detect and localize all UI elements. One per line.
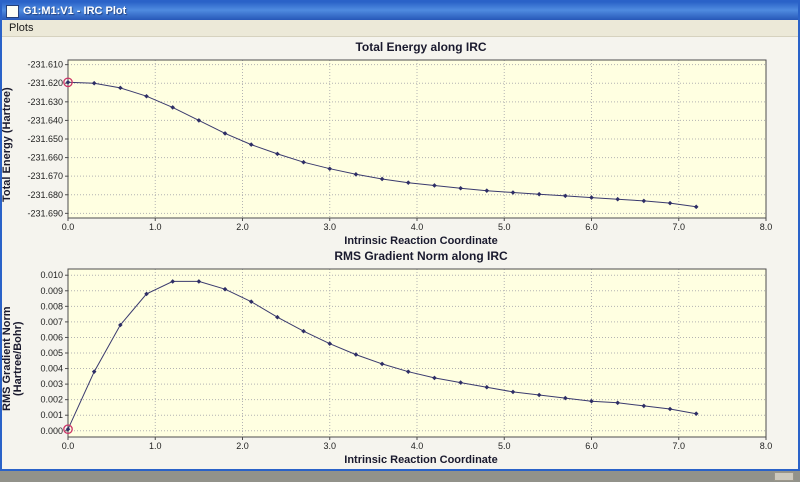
gradient-y-axis-label: RMS Gradient Norm (Hartree/Bohr): [1, 264, 26, 454]
svg-text:-231.670: -231.670: [27, 171, 63, 181]
svg-text:0.008: 0.008: [40, 301, 63, 311]
svg-text:8.0: 8.0: [760, 222, 773, 232]
svg-text:6.0: 6.0: [585, 222, 598, 232]
svg-text:0.007: 0.007: [40, 317, 63, 327]
svg-text:-231.650: -231.650: [27, 134, 63, 144]
gradient-chart-panel: RMS Gradient Norm along IRC RMS Gradient…: [1, 248, 798, 467]
menu-plots[interactable]: Plots: [9, 22, 34, 34]
gradient-plot-svg: 0.0 1.0 2.0 3.0 4.0 5.0 6.0 7.0 8.0 0.000 0.001 0.0…: [40, 268, 773, 451]
svg-text:4.0: 4.0: [411, 441, 424, 451]
svg-text:-231.620: -231.620: [27, 78, 63, 88]
svg-text:0.004: 0.004: [40, 364, 63, 374]
svg-text:8.0: 8.0: [760, 441, 773, 451]
energy-y-axis-label-text: Total Energy (Hartree): [1, 87, 13, 203]
svg-text:7.0: 7.0: [672, 441, 685, 451]
svg-text:6.0: 6.0: [585, 441, 598, 451]
energy-x-axis-label: Intrinsic Reaction Coordinate: [344, 235, 498, 247]
svg-text:2.0: 2.0: [236, 222, 249, 232]
app-window: G1:M1:V1 - IRC Plot Plots Total Energy a…: [0, 0, 800, 471]
svg-text:1.0: 1.0: [149, 222, 162, 232]
svg-text:-231.640: -231.640: [27, 115, 63, 125]
window-title: G1:M1:V1 - IRC Plot: [23, 5, 127, 17]
svg-text:-231.610: -231.610: [27, 60, 63, 70]
bottom-strip: [0, 471, 800, 484]
gradient-x-axis-label: Intrinsic Reaction Coordinate: [344, 454, 498, 466]
energy-plot-svg: 0.0 1.0 2.0 3.0 4.0 5.0 6.0 7.0 8.0 -231.610 -231.…: [27, 59, 773, 232]
gradient-y-axis-label-text2: (Hartree/Bohr): [12, 321, 24, 397]
svg-text:1.0: 1.0: [149, 441, 162, 451]
menu-bar: Plots: [2, 20, 798, 37]
svg-text:0.003: 0.003: [40, 379, 63, 389]
energy-y-axis-label: Total Energy (Hartree): [1, 55, 26, 235]
svg-text:3.0: 3.0: [323, 222, 336, 232]
resize-grip[interactable]: [774, 472, 794, 481]
svg-text:-231.690: -231.690: [27, 208, 63, 218]
energy-chart-title: Total Energy along IRC: [355, 40, 487, 54]
plots-area: Total Energy along IRC Total Energy (Har…: [1, 37, 798, 467]
svg-text:2.0: 2.0: [236, 441, 249, 451]
window-icon[interactable]: [6, 4, 19, 18]
energy-chart-panel: Total Energy along IRC Total Energy (Har…: [1, 39, 798, 248]
svg-text:0.009: 0.009: [40, 286, 63, 296]
svg-text:0.000: 0.000: [40, 426, 63, 436]
svg-text:0.002: 0.002: [40, 395, 63, 405]
svg-text:7.0: 7.0: [672, 222, 685, 232]
svg-text:0.0: 0.0: [62, 441, 75, 451]
svg-text:0.006: 0.006: [40, 332, 63, 342]
svg-text:0.005: 0.005: [40, 348, 63, 358]
svg-text:0.010: 0.010: [40, 270, 63, 280]
gradient-chart-title: RMS Gradient Norm along IRC: [334, 249, 508, 263]
svg-text:0.0: 0.0: [62, 222, 75, 232]
svg-text:5.0: 5.0: [498, 441, 511, 451]
svg-text:4.0: 4.0: [411, 222, 424, 232]
svg-text:5.0: 5.0: [498, 222, 511, 232]
svg-text:-231.680: -231.680: [27, 190, 63, 200]
svg-text:3.0: 3.0: [323, 441, 336, 451]
svg-text:-231.660: -231.660: [27, 153, 63, 163]
title-bar[interactable]: G1:M1:V1 - IRC Plot: [2, 2, 798, 20]
svg-text:0.001: 0.001: [40, 410, 63, 420]
svg-text:-231.630: -231.630: [27, 97, 63, 107]
